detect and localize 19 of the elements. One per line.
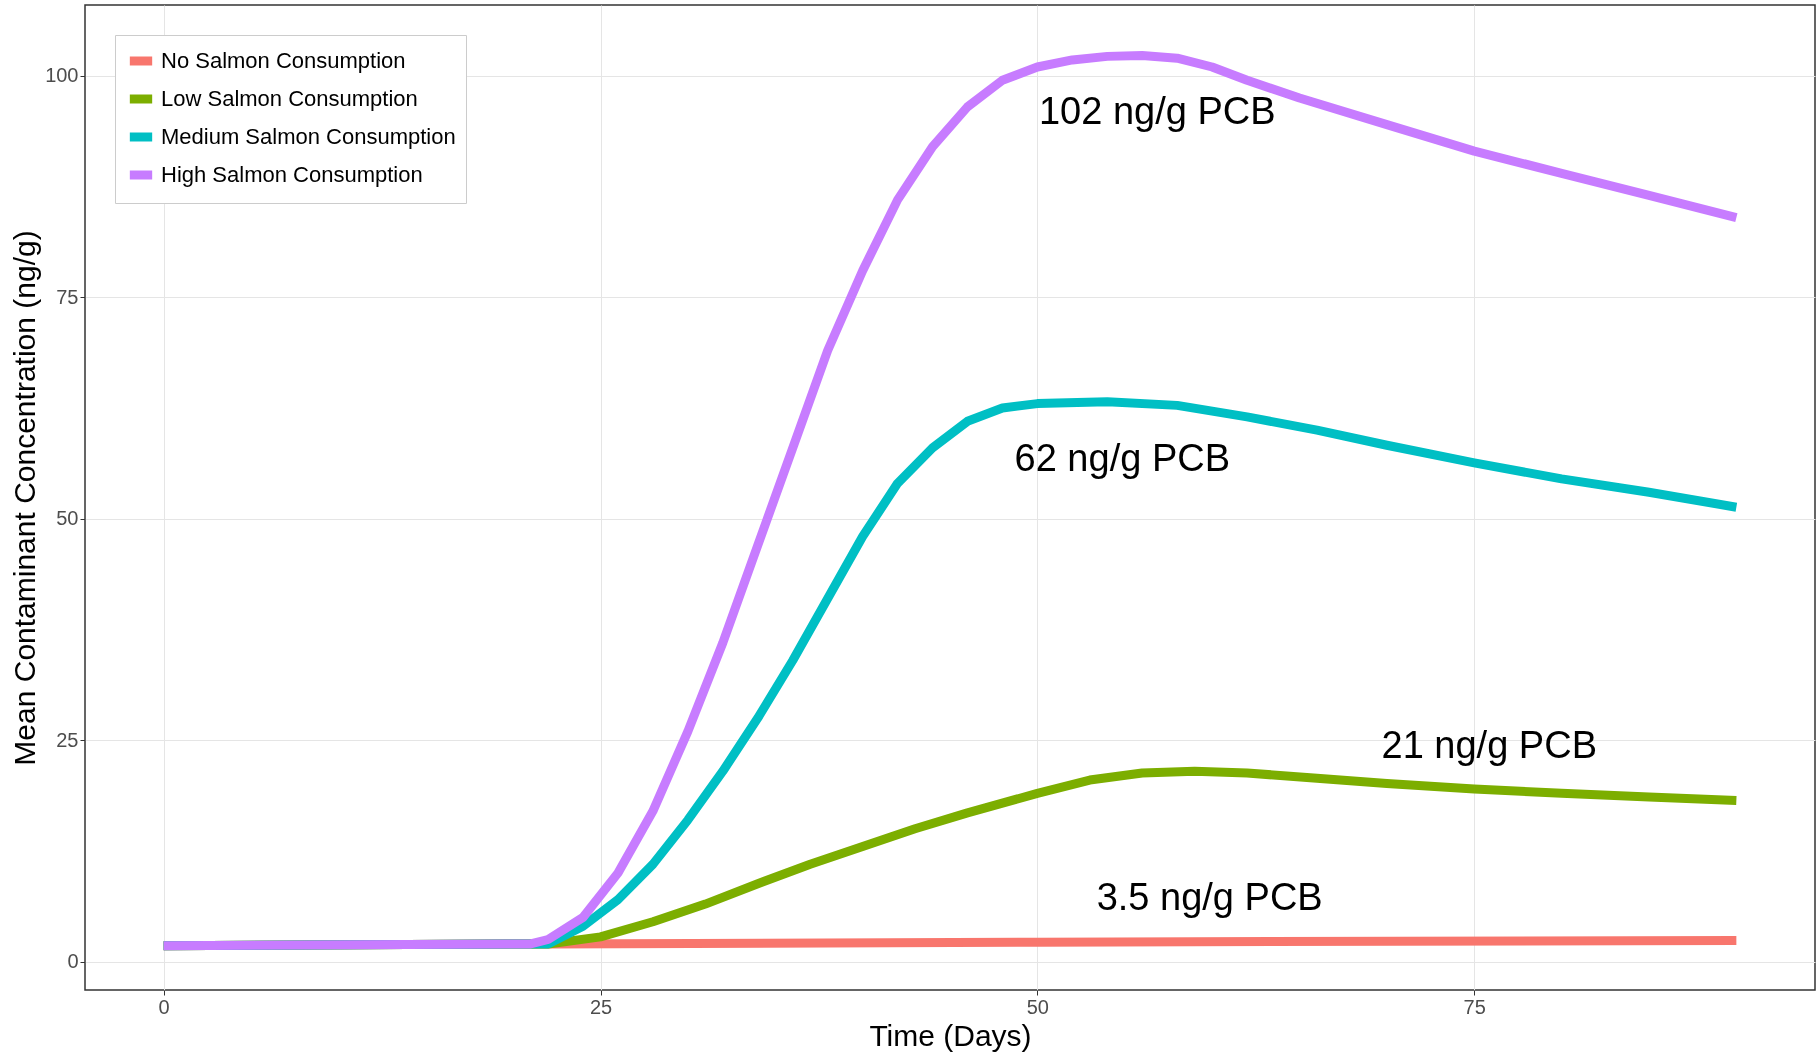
x-tick-label: 25 bbox=[589, 995, 613, 1018]
annotation: 21 ng/g PCB bbox=[1381, 723, 1597, 766]
y-tick-label: 100 bbox=[45, 64, 79, 87]
y-tick-label: 75 bbox=[56, 285, 79, 308]
legend-label: Medium Salmon Consumption bbox=[161, 124, 456, 149]
x-tick-label: 50 bbox=[1026, 995, 1049, 1018]
annotation: 3.5 ng/g PCB bbox=[1096, 876, 1323, 919]
x-tick-label: 75 bbox=[1463, 995, 1486, 1018]
annotation: 62 ng/g PCB bbox=[1014, 436, 1231, 479]
legend-label: No Salmon Consumption bbox=[161, 48, 406, 73]
y-tick-label: 25 bbox=[56, 728, 79, 751]
x-axis-title: Time (Days) bbox=[869, 1018, 1032, 1052]
y-tick-label: 0 bbox=[67, 950, 79, 973]
legend-label: High Salmon Consumption bbox=[161, 162, 423, 187]
x-tick-label: 0 bbox=[158, 995, 170, 1018]
y-tick-label: 50 bbox=[56, 507, 79, 530]
annotation: 102 ng/g PCB bbox=[1038, 90, 1276, 133]
legend-label: Low Salmon Consumption bbox=[161, 86, 418, 111]
y-axis-title: Mean Contaminant Concentration (ng/g) bbox=[8, 230, 42, 766]
